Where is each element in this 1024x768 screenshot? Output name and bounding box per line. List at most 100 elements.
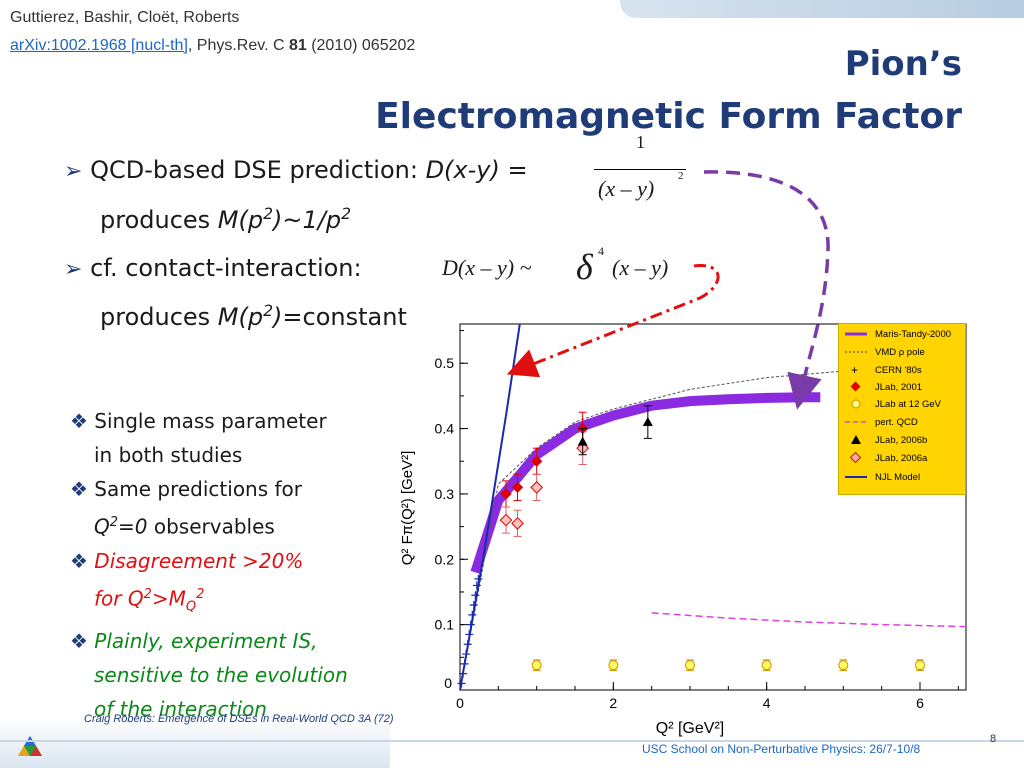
contact-formula-lhs: D(x – y) ~ — [442, 255, 532, 280]
bullet2-line2-sup: 2 — [263, 302, 274, 320]
cern-point — [468, 610, 477, 619]
footer-decoration — [0, 716, 390, 768]
bullet-contact-interaction: ➢ cf. contact-interaction: — [64, 254, 362, 282]
journal-suffix: (2010) 065202 — [306, 37, 416, 54]
footer-school: USC School on Non-Perturbative Physics: … — [642, 742, 921, 756]
pert-qcd-line — [651, 612, 967, 628]
bullet-qcd-dse: ➢ QCD-based DSE prediction: D(x-y) = — [64, 156, 528, 184]
y-tick-label: 0.1 — [435, 617, 455, 633]
jlab-2006b-point — [577, 436, 588, 446]
x-tick-label: 6 — [916, 695, 924, 711]
legend-item-2: CERN '80s — [875, 365, 922, 376]
fraction-numerator: 1 — [636, 132, 645, 152]
jlab-2006a-point — [511, 516, 524, 530]
diamond-bullet-icon: ❖ — [70, 409, 88, 433]
legend-item-5: pert. QCD — [875, 417, 918, 428]
bullet2-line2-suffix: constant — [302, 303, 407, 331]
slide-title-line1: Pion’s — [844, 44, 962, 84]
subbullet-1-line1: Single mass parameter — [94, 409, 327, 433]
jlab-12gev-point — [915, 660, 925, 671]
y-axis-label: Q² Fπ(Q²) [GeV²] — [399, 451, 416, 566]
legend-jlab2006b-swatch — [851, 435, 861, 444]
legend-item-8: NJL Model — [875, 472, 921, 483]
observables-text: observables — [147, 514, 275, 539]
contact-formula-rhs: (x – y) — [612, 255, 669, 280]
subbullet-2: ❖ Same predictions for — [70, 472, 400, 506]
cern-point — [469, 601, 478, 610]
subbullet-4: ❖ Plainly, experiment IS, — [70, 624, 400, 658]
journal-volume: 81 — [288, 37, 307, 54]
y-tick-label: 0.3 — [435, 486, 455, 502]
footer-credit: Craig Roberts: Emergence of DSEs in Real… — [84, 713, 394, 725]
diamond-bullet-icon: ❖ — [70, 629, 88, 654]
legend-item-7: JLab, 2006a — [875, 453, 928, 464]
jlab-2006a-point — [499, 513, 513, 527]
cern-point — [471, 591, 480, 600]
legend-item-4: JLab at 12 GeV — [875, 399, 942, 410]
for-q-sup: 2 — [143, 586, 152, 602]
bullet1-line2-math-a: M(p — [217, 206, 264, 234]
legend-jlab2006a-swatch — [849, 451, 862, 464]
cern-point — [459, 669, 468, 678]
subbullet-list: ❖ Single mass parameter in both studies … — [70, 404, 400, 726]
cern-point — [465, 630, 474, 639]
legend-symbols: + — [845, 332, 867, 478]
bullet2-line2-math-b: )= — [273, 303, 303, 331]
y-tick-label: 0.4 — [435, 421, 455, 437]
contact-formula-delta-sup: 4 — [598, 244, 604, 258]
subbullet-1: ❖ Single mass parameter — [70, 404, 400, 438]
jlab-2006a-point — [530, 481, 544, 494]
m-sub: Q — [185, 599, 197, 615]
m-sup: 2 — [196, 586, 205, 602]
jlab-2006b-point — [642, 417, 653, 427]
authors-line: Guttierez, Bashir, Cloët, Roberts — [10, 9, 240, 26]
q-eq-zero: =0 — [118, 514, 148, 539]
fraction-bar — [594, 169, 686, 170]
arrow-bullet-icon: ➢ — [64, 159, 83, 184]
subbullet-3: ❖ Disagreement >20% — [70, 544, 400, 578]
arxiv-link[interactable]: arXiv:1002.1968 [nucl-th] — [10, 37, 188, 54]
cern-point — [466, 620, 475, 629]
cern-point — [460, 659, 469, 668]
chart-legend: + Maris-Tandy-2000 VMD ρ pole CERN '80s … — [838, 323, 966, 495]
legend-item-1: VMD ρ pole — [875, 347, 925, 358]
slide-title-line2: Electromagnetic Form Factor — [375, 96, 962, 137]
x-axis-label: Q² [GeV²] — [656, 720, 724, 737]
gt-m: >M — [151, 586, 186, 611]
contact-formula-delta: δ — [576, 247, 593, 287]
legend-item-3: JLab, 2001 — [875, 382, 923, 393]
bullet2-text: cf. contact-interaction: — [90, 254, 362, 282]
subbullet-1-cont: in both studies — [94, 443, 243, 467]
jlab-12gev-point — [761, 660, 772, 671]
header-decoration — [620, 0, 1024, 18]
fraction-denominator: (x – y) — [598, 176, 655, 201]
jlab-12gev-point — [531, 660, 542, 671]
subbullet-3-cont: for Q2>MQ2 — [70, 578, 400, 625]
citation-line: arXiv:1002.1968 [nucl-th], Phys.Rev. C 8… — [10, 37, 415, 55]
bullet2-line2-math-a: M(p — [217, 303, 264, 331]
cern-point — [474, 574, 483, 583]
subbullet-3-line1: Disagreement >20% — [94, 548, 304, 573]
subbullet-4-cont1: sensitive to the evolution — [94, 663, 348, 688]
y-origin-label: 0 — [444, 675, 452, 691]
bullet1-line2: produces M(p2)~1/p2 — [100, 205, 351, 234]
legend-item-0: Maris-Tandy-2000 — [875, 329, 952, 340]
footer-bar — [0, 740, 1024, 742]
bullet1-line2-math-b: )~1/p — [273, 206, 342, 234]
x-tick-label: 2 — [609, 695, 617, 711]
legend-cern-swatch: + — [851, 363, 858, 377]
legend-jlab12-swatch — [851, 399, 861, 409]
chart-marks: 0 2 4 6 0.1 0.2 0.3 0.4 0.5 0 — [435, 323, 967, 711]
y-tick-label: 0.2 — [435, 551, 455, 567]
bullet1-line2-sup-b: 2 — [341, 205, 352, 223]
cern-point — [463, 640, 472, 649]
bullet1-math: D(x-y) = — [425, 156, 528, 184]
triangle-logo-icon — [18, 736, 42, 756]
cern-point — [457, 679, 466, 688]
x-tick-label: 4 — [763, 695, 771, 711]
subbullet-2-cont: Q2=0 observables — [70, 506, 400, 544]
bullet2-line2: produces M(p2)=constant — [100, 302, 407, 331]
journal-prefix: , Phys.Rev. C — [187, 37, 289, 54]
for-q: for Q — [94, 586, 144, 611]
subbullet-4-line1: Plainly, experiment IS, — [94, 629, 318, 654]
